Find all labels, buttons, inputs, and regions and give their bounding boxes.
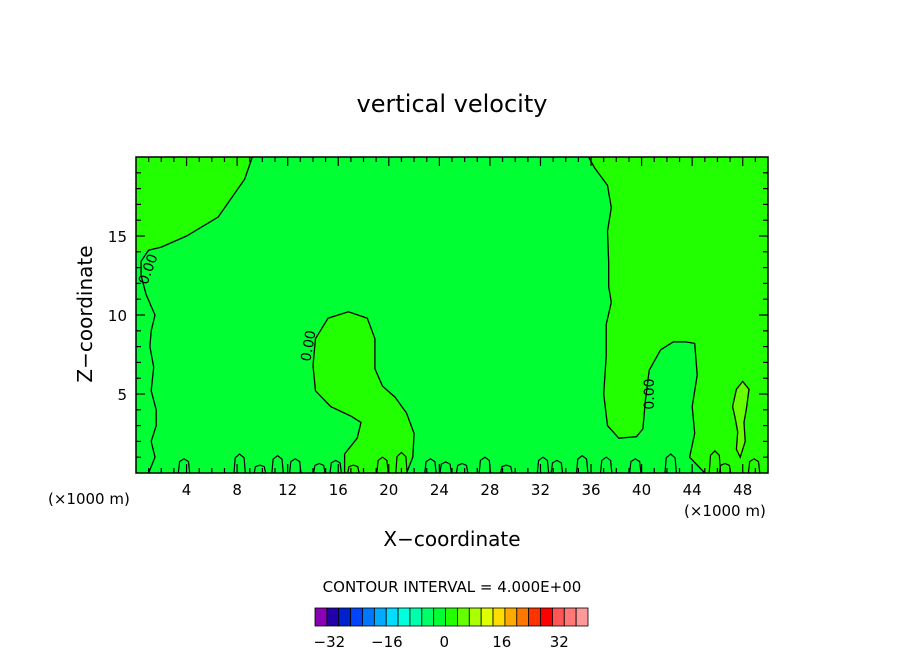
colorbar-swatch — [468, 607, 482, 627]
colorbar-swatch — [504, 607, 518, 627]
colorbar-swatch — [540, 607, 553, 627]
colorbar-swatch — [492, 607, 506, 627]
surface-contour-10 — [395, 451, 408, 474]
x-tick-label: 44 — [683, 481, 702, 499]
colorbar-swatch — [350, 607, 363, 627]
surface-contour-15 — [500, 464, 513, 474]
contour-line-4 — [587, 156, 706, 474]
colorbar-tick-label: 16 — [492, 633, 511, 651]
surface-contour-2 — [233, 453, 246, 474]
colorbar-swatch — [480, 607, 494, 627]
field-region-2 — [313, 311, 415, 473]
y-axis-label: Z−coordinate — [73, 245, 97, 382]
colorbar-swatch — [362, 607, 375, 627]
x-tick-label: 24 — [430, 481, 449, 499]
x-unit-left: (×1000 m) — [48, 490, 130, 508]
x-tick-label: 36 — [581, 481, 600, 499]
surface-contour-11 — [424, 458, 437, 474]
surface-contour-13 — [455, 462, 469, 474]
x-tick-label: 28 — [480, 481, 499, 499]
contour-label: 0.00 — [298, 329, 319, 362]
colorbar-swatch — [457, 607, 470, 627]
surface-contour-17 — [550, 459, 564, 474]
colorbar-swatch — [528, 607, 541, 627]
surface-contour-23 — [718, 462, 732, 474]
colorbar-swatch — [445, 607, 458, 627]
y-tick-label: 5 — [117, 386, 127, 404]
colorbar-swatch — [397, 607, 411, 627]
velocity-field — [136, 157, 768, 473]
colorbar-swatch — [314, 607, 328, 627]
surface-contour-22 — [708, 450, 722, 474]
colorbar-swatch — [326, 607, 340, 627]
colorbar-tick-label: −32 — [314, 633, 346, 651]
x-tick-label: 12 — [278, 481, 297, 499]
x-tick-label: 16 — [329, 481, 348, 499]
surface-contour-16 — [536, 456, 550, 474]
surface-contour-5 — [289, 458, 302, 474]
x-tick-label: 40 — [632, 481, 651, 499]
contour-line-2 — [312, 311, 415, 474]
contour-line-3 — [312, 365, 362, 473]
x-tick-label: 48 — [733, 481, 752, 499]
surface-contour-1 — [177, 458, 191, 474]
colorbar-swatch — [551, 607, 565, 627]
surface-contour-3 — [253, 464, 267, 474]
field-region-1 — [136, 157, 253, 255]
colorbar-tick-label: −16 — [371, 633, 403, 651]
surface-contour-21 — [664, 453, 677, 474]
surface-contour-19 — [599, 456, 613, 474]
colorbar: −32 −16 0 16 32 — [314, 607, 589, 651]
contour-lines — [140, 156, 761, 474]
surface-contour-18 — [575, 454, 589, 474]
x-axis-label: X−coordinate — [383, 527, 520, 551]
surface-contour-24 — [747, 458, 761, 474]
surface-contour-20 — [629, 458, 642, 474]
surface-contour-8 — [347, 464, 360, 474]
x-tick-label: 4 — [182, 481, 192, 499]
x-tick-label: 20 — [379, 481, 398, 499]
chart-title: vertical velocity — [357, 90, 548, 118]
field-region-3 — [588, 157, 768, 473]
colorbar-swatch — [338, 607, 352, 627]
surface-contour-7 — [329, 459, 342, 474]
colorbar-swatch — [516, 607, 530, 627]
surface-contour-4 — [271, 454, 284, 474]
colorbar-tick-label: 0 — [440, 633, 450, 651]
colorbar-swatch — [409, 607, 423, 627]
colorbar-swatch — [385, 607, 399, 627]
x-unit-right: (×1000 m) — [684, 502, 766, 520]
contour-label: 0.00 — [642, 378, 658, 409]
contour-line-1 — [140, 156, 253, 474]
contour-line-5 — [731, 380, 750, 459]
surface-contour-12 — [439, 461, 452, 474]
surface-contour-6 — [313, 462, 326, 474]
colorbar-swatch — [373, 607, 387, 627]
y-tick-label: 15 — [108, 228, 127, 246]
x-tick-label: 32 — [531, 481, 550, 499]
x-tick-label: 8 — [232, 481, 242, 499]
contour-interval-label: CONTOUR INTERVAL = 4.000E+00 — [323, 578, 582, 596]
colorbar-swatch — [563, 607, 577, 627]
y-tick-label: 10 — [108, 307, 127, 325]
surface-contour-9 — [376, 456, 389, 474]
colorbar-swatch — [421, 607, 435, 627]
colorbar-swatch — [433, 607, 446, 627]
colorbar-swatch — [575, 607, 589, 627]
colorbar-tick-label: 32 — [550, 633, 569, 651]
